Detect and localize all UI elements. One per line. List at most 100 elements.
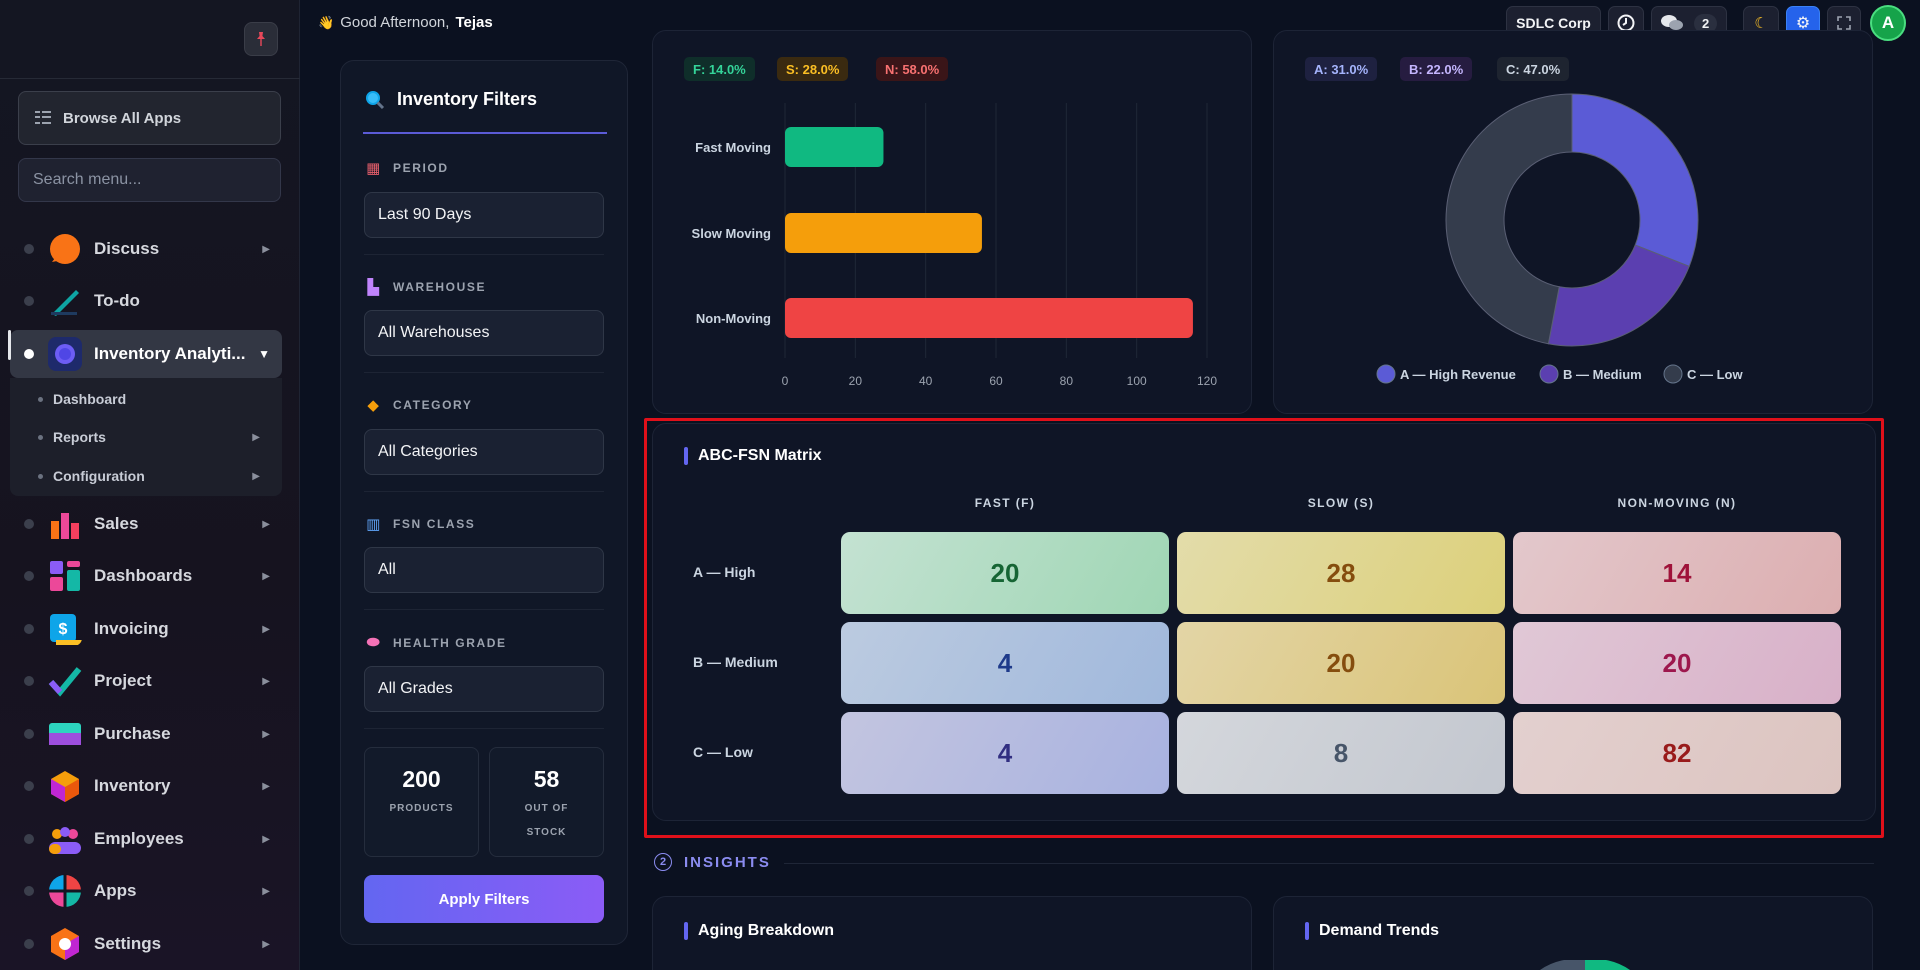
status-dot <box>24 781 34 791</box>
status-dot <box>24 624 34 634</box>
demand-chart-peek <box>1540 960 1630 970</box>
fsn-label-text: FSN CLASS <box>393 517 476 531</box>
gear-icon: ⚙ <box>1795 15 1811 32</box>
insights-label: INSIGHTS <box>684 853 771 871</box>
pin-sidebar-button[interactable] <box>244 22 278 56</box>
browse-all-apps-button[interactable]: Browse All Apps <box>18 91 281 145</box>
matrix-cell-c-fast[interactable]: 4 <box>841 712 1169 794</box>
fsn-pill-non: N: 58.0% <box>876 57 949 81</box>
employees-icon <box>48 822 82 856</box>
pill-text: N: 58.0% <box>885 61 940 77</box>
calendar-icon: ▦ <box>366 160 382 177</box>
apply-filters-button[interactable]: Apply Filters <box>364 875 604 923</box>
row-head-a: A — High <box>693 564 756 580</box>
sidebar-item-apps[interactable]: Apps ▶ <box>10 867 282 915</box>
matrix-cell-c-non[interactable]: 82 <box>1513 712 1841 794</box>
fsn-class-select[interactable]: All <box>364 547 604 593</box>
invoicing-icon: $ <box>48 612 82 646</box>
dark-mode-toggle[interactable]: ☾ <box>1743 6 1779 40</box>
demand-trends-card <box>1273 896 1873 970</box>
submenu-label: Reports <box>53 429 106 445</box>
inventory-icon <box>48 769 82 803</box>
x-tick-label: 100 <box>1127 374 1147 388</box>
category-select[interactable]: All Categories <box>364 429 604 475</box>
x-tick-label: 0 <box>782 374 789 388</box>
status-dot <box>24 519 34 529</box>
warehouse-value: All Warehouses <box>378 324 490 341</box>
sidebar-item-project[interactable]: Project ▶ <box>10 657 282 705</box>
health-label-text: HEALTH GRADE <box>393 635 507 650</box>
bar-category-label: Slow Moving <box>692 226 772 241</box>
matrix-title: ABC-FSN Matrix <box>684 447 822 465</box>
chevron-right-icon: ▶ <box>262 885 270 897</box>
category-value: All Categories <box>378 443 478 460</box>
sidebar-item-sales[interactable]: Sales ▶ <box>10 500 282 548</box>
health-grade-label: ⬬ HEALTH GRADE <box>365 634 507 651</box>
out-of-stock-caption: OUT OF STOCK <box>525 797 569 845</box>
donut-slice-a <box>1571 93 1699 268</box>
matrix-cell-a-slow[interactable]: 28 <box>1177 532 1505 614</box>
sidebar-item-invoicing[interactable]: $ Invoicing ▶ <box>10 605 282 653</box>
cell-value: 4 <box>997 737 1013 768</box>
sidebar-item-inventory-analytics[interactable]: Inventory Analyti... ▼ <box>10 330 282 378</box>
chevron-right-icon: ▶ <box>262 938 270 950</box>
health-grade-select[interactable]: All Grades <box>364 666 604 712</box>
matrix-cell-a-non[interactable]: 14 <box>1513 532 1841 614</box>
browse-all-apps-label: Browse All Apps <box>63 109 182 127</box>
sidebar-item-settings[interactable]: Settings ▶ <box>10 920 282 968</box>
matrix-cell-a-fast[interactable]: 20 <box>841 532 1169 614</box>
bullet <box>38 434 43 440</box>
demand-title-text: Demand Trends <box>1319 922 1440 939</box>
message-count-badge: 2 <box>1694 13 1718 33</box>
submenu-panel <box>10 378 282 496</box>
submenu-item-dashboard[interactable]: Dashboard <box>38 384 272 414</box>
sidebar-divider <box>0 78 300 79</box>
abc-pill-a: A: 31.0% <box>1305 57 1378 81</box>
fsn-pill-fast: F: 14.0% <box>684 57 755 81</box>
cell-value: 14 <box>1662 557 1692 588</box>
search-menu-input[interactable] <box>18 158 281 202</box>
bullet <box>38 473 43 479</box>
products-caption: PRODUCTS <box>389 803 454 814</box>
legend-swatch <box>1376 364 1396 384</box>
chevron-right-icon: ▶ <box>262 833 270 845</box>
status-dot <box>24 349 34 359</box>
status-dot <box>24 886 34 896</box>
bar-non-moving <box>785 298 1193 338</box>
sidebar-item-discuss[interactable]: Discuss ▶ <box>10 225 282 273</box>
discuss-icon <box>48 232 82 266</box>
matrix-cell-c-slow[interactable]: 8 <box>1177 712 1505 794</box>
matrix-cell-b-slow[interactable]: 20 <box>1177 622 1505 704</box>
factory-icon: ▙ <box>367 279 381 296</box>
matrix-cell-b-non[interactable]: 20 <box>1513 622 1841 704</box>
bar-slow-moving <box>785 213 982 253</box>
chevron-right-icon: ▶ <box>262 623 270 635</box>
sidebar-item-todo[interactable]: To-do <box>10 277 282 325</box>
chevron-right-icon: ▶ <box>262 728 270 740</box>
abc-pill-b: B: 22.0% <box>1400 57 1473 81</box>
sidebar-item-dashboards[interactable]: Dashboards ▶ <box>10 552 282 600</box>
warehouse-label: ▙ WAREHOUSE <box>365 278 486 296</box>
submenu-item-reports[interactable]: Reports ▶ <box>38 422 272 452</box>
tag-icon: ◆ <box>367 397 381 414</box>
active-indicator <box>8 330 11 360</box>
products-count: 200 <box>402 766 441 792</box>
col-head-slow: SLOW (S) <box>1307 496 1375 510</box>
highlight-box <box>644 418 1884 838</box>
sidebar-item-inventory[interactable]: Inventory ▶ <box>10 762 282 810</box>
warehouse-select[interactable]: All Warehouses <box>364 310 604 356</box>
wave-icon: 👋 <box>318 14 335 30</box>
legend-label: C — Low <box>1687 367 1743 382</box>
user-avatar[interactable]: A <box>1870 5 1906 41</box>
period-select[interactable]: Last 90 Days <box>364 192 604 238</box>
donut-slice-c <box>1445 93 1573 345</box>
sidebar-item-purchase[interactable]: Purchase ▶ <box>10 710 282 758</box>
sidebar-item-employees[interactable]: Employees ▶ <box>10 815 282 863</box>
messages-button[interactable]: 2 <box>1651 6 1727 40</box>
separator <box>364 491 604 492</box>
moon-icon: ☾ <box>1754 15 1768 32</box>
submenu-item-configuration[interactable]: Configuration ▶ <box>38 461 272 491</box>
matrix-cell-b-fast[interactable]: 4 <box>841 622 1169 704</box>
category-label: ◆ CATEGORY <box>365 396 472 414</box>
purchase-icon <box>48 717 82 751</box>
